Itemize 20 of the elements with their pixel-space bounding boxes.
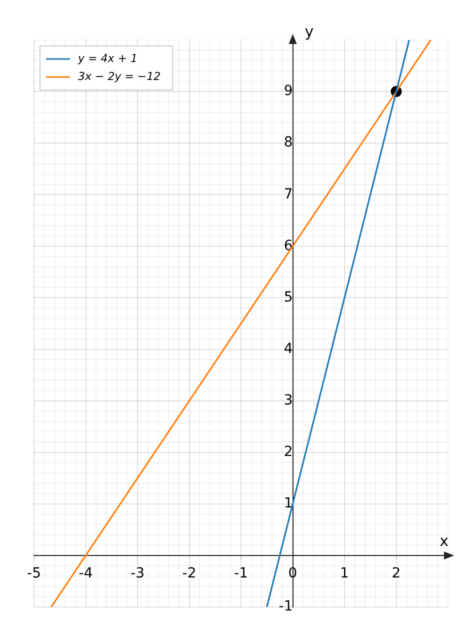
y-tick-label: 3: [284, 392, 293, 408]
x-tick-label: -4: [78, 565, 93, 582]
y-tick-label: 7: [284, 186, 293, 202]
y-tick-label: 1: [284, 496, 293, 512]
x-tick-label: -1: [234, 565, 248, 582]
x-tick-label: 1: [340, 565, 349, 582]
y-tick-label: 9: [284, 83, 293, 100]
legend-label: y = 4x + 1: [77, 52, 138, 65]
y-tick-label: 8: [284, 134, 293, 151]
x-tick-label: -5: [27, 565, 41, 582]
y-axis-title: y: [304, 22, 314, 40]
y-tick-label: -1: [278, 598, 293, 615]
x-tick-label: 2: [392, 565, 401, 582]
x-tick-label: -3: [130, 565, 144, 582]
x-tick-label: -2: [182, 565, 196, 582]
y-tick-label: 4: [284, 340, 293, 357]
x-axis-title: x: [440, 532, 449, 550]
y-tick-label: 2: [284, 444, 293, 460]
y-tick-label: 5: [284, 289, 293, 306]
legend-label: 3x − 2y = −12: [78, 70, 161, 83]
